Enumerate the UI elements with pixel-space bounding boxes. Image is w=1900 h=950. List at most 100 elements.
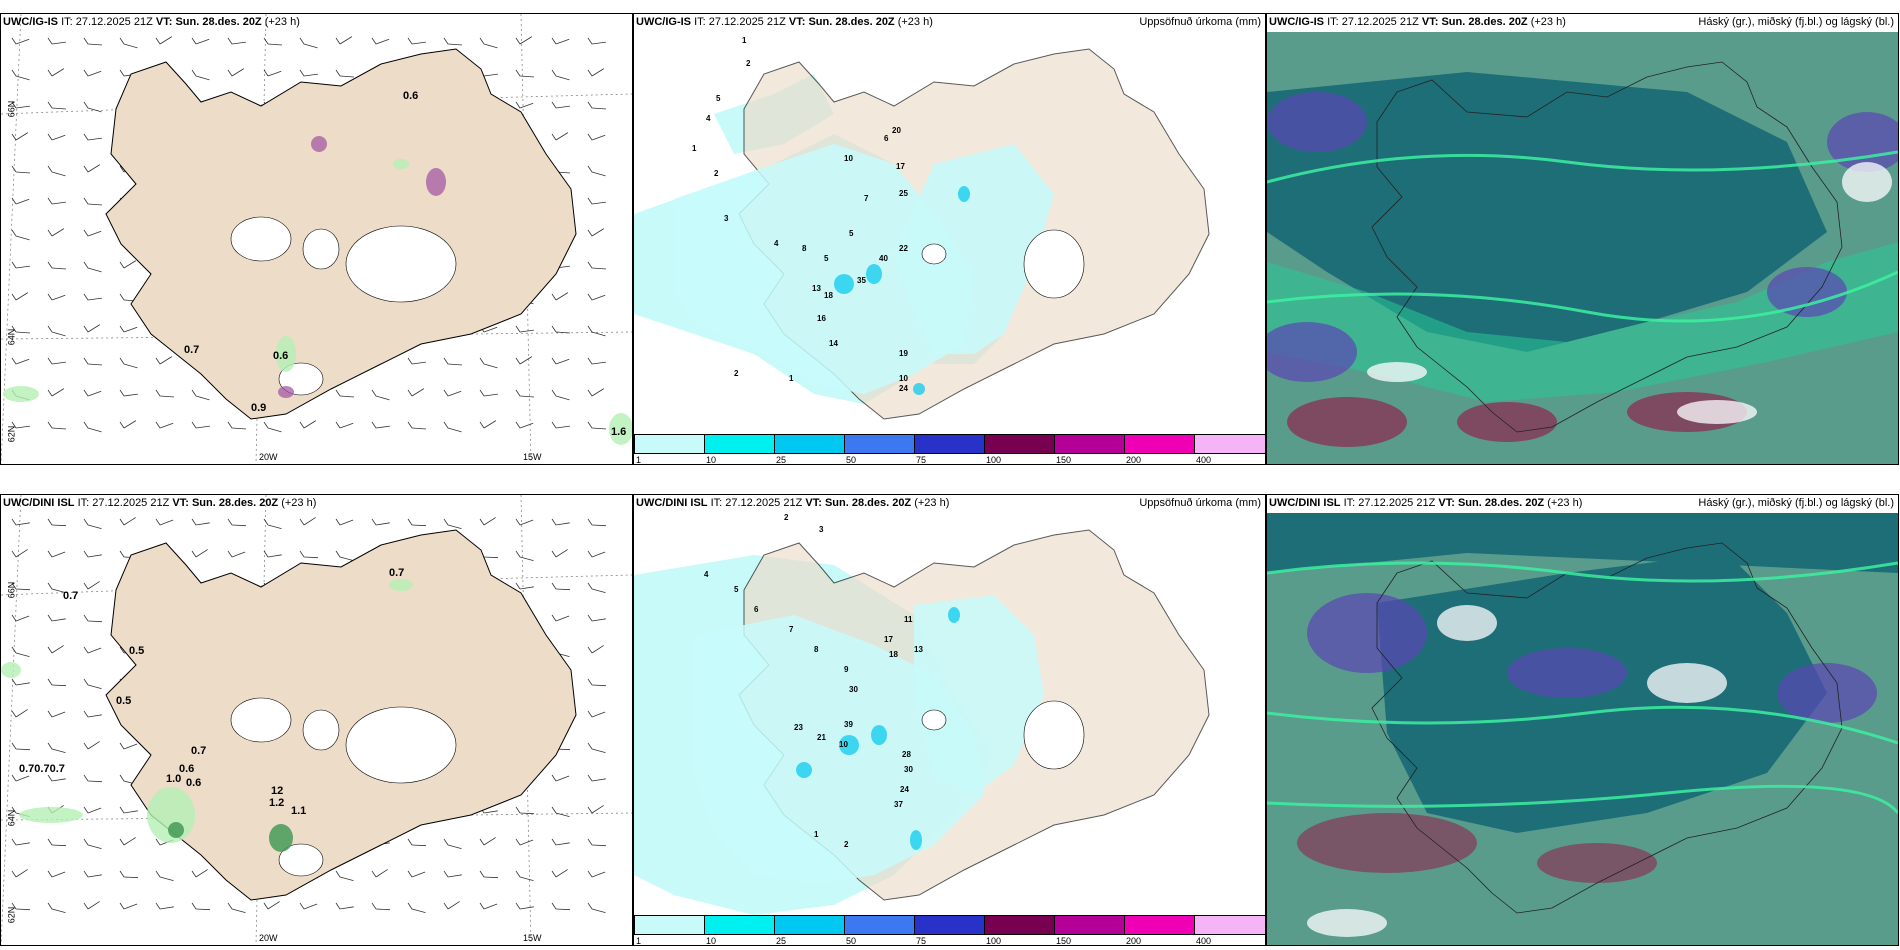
wind-barb-flag — [191, 421, 197, 429]
wind-barb-flag — [479, 902, 485, 910]
wind-barb-flag — [587, 614, 593, 622]
wind-barb — [519, 519, 534, 526]
wind-barb-flag — [551, 389, 557, 397]
wind-barb — [519, 812, 535, 815]
wind-barb — [519, 36, 533, 45]
wind-barb-flag — [83, 614, 89, 622]
wind-barb — [375, 425, 390, 429]
map-value-label: 18 — [824, 291, 833, 300]
wind-barb-flag — [263, 902, 269, 910]
wind-barb — [87, 684, 102, 689]
map-value-label: 24 — [899, 384, 908, 393]
lat-label: 64N — [6, 328, 17, 346]
wind-barb-flag — [11, 165, 17, 173]
wind-barb — [195, 395, 210, 401]
wind-barb — [51, 107, 67, 110]
wind-barb — [51, 748, 66, 753]
wind-barb — [231, 427, 247, 430]
wind-barb-flag — [11, 710, 17, 718]
wind-barb-flag — [119, 742, 125, 750]
wind-barb-flag — [11, 357, 17, 365]
wind-barb-flag — [47, 646, 53, 654]
map-value-label: 0.5 — [116, 695, 132, 707]
wind-barb-flag — [11, 870, 17, 878]
wind-barb — [555, 842, 570, 846]
map-value-label: 8 — [814, 645, 819, 654]
wind-barb-flag — [587, 261, 593, 269]
wind-barb — [591, 748, 606, 753]
wind-barb-flag — [119, 518, 125, 526]
wind-barb — [267, 554, 282, 558]
legend-tick-label: 150 — [1056, 936, 1072, 946]
wind-barb — [51, 871, 66, 878]
map-value-label: 0.9 — [251, 402, 267, 414]
wind-barb — [159, 906, 174, 910]
map-value-label: 10 — [839, 740, 848, 749]
map-value-label: 0.6 — [403, 90, 419, 102]
wind-barb — [123, 876, 139, 879]
lat-label: 62N — [6, 906, 17, 924]
precip-legend: 1 10 25 50 75 100 150 200 400 — [634, 915, 1265, 945]
wind-barb-flag — [587, 742, 593, 750]
wind-barb-flag — [587, 646, 593, 654]
wind-barb-flag — [551, 870, 557, 878]
map-value-label: 0.7 — [184, 344, 200, 356]
map-value-label: 4 — [774, 239, 779, 248]
wind-barb-flag — [587, 421, 593, 429]
wind-barb — [555, 425, 570, 429]
wind-barb-flag — [47, 902, 53, 910]
wind-barb-flag — [587, 37, 593, 45]
wind-barb — [555, 869, 568, 878]
map-value-label: 13 — [812, 284, 821, 293]
wind-barb-flag — [515, 870, 521, 878]
wind-barb-flag — [407, 838, 413, 846]
wind-barb-flag — [11, 806, 17, 814]
wind-barb — [555, 615, 570, 622]
precip-legend: 1 10 25 50 75 100 150 200 400 — [634, 434, 1265, 464]
wind-barb-flag — [47, 870, 53, 878]
wind-barb-flag — [227, 518, 233, 526]
legend-tick-label: 100 — [986, 936, 1002, 946]
wind-barb — [339, 906, 354, 910]
wind-barb-flag — [83, 293, 89, 301]
wind-barb-flag — [83, 165, 89, 173]
wind-barb — [123, 837, 136, 846]
wind-barb-flag — [263, 37, 269, 45]
wind-barb — [159, 422, 174, 429]
wind-barb-flag — [371, 421, 377, 429]
legend-tick-label: 10 — [706, 936, 717, 946]
wind-barb — [339, 556, 354, 561]
wind-barb — [591, 645, 604, 654]
wind-barb-flag — [119, 550, 125, 558]
wind-barb-flag — [263, 518, 269, 526]
wind-barb — [483, 43, 498, 49]
wind-barb — [123, 810, 138, 814]
cloud-title: Háský (gr.), miðský (fj.bl.) og lágský (… — [1698, 16, 1894, 28]
wind-barb-flag — [11, 774, 17, 782]
wind-barb — [591, 618, 606, 622]
map-value-label: 1 — [742, 36, 747, 45]
wind-barb-flag — [83, 678, 89, 686]
wind-barb — [591, 41, 606, 45]
legend-swatch: 10 — [705, 916, 775, 945]
wind-barb-flag — [443, 389, 449, 397]
wind-barb — [87, 70, 102, 77]
wind-barb — [411, 361, 426, 365]
wind-barb — [447, 363, 463, 366]
map-value-label: 1 — [789, 374, 794, 383]
wind-barb — [483, 556, 499, 559]
wind-barb — [15, 869, 28, 878]
wind-barb-flag — [371, 902, 377, 910]
wind-barb-flag — [443, 838, 449, 846]
wind-barb-flag — [515, 518, 521, 526]
wind-barb — [51, 551, 66, 558]
wind-barb — [483, 326, 498, 333]
legend-tick-label: 100 — [986, 455, 1002, 465]
wind-barb — [51, 645, 64, 654]
wind-barb — [555, 331, 571, 334]
wind-barb — [447, 844, 462, 849]
map-value-label: 5 — [849, 229, 854, 238]
wind-barb-flag — [83, 357, 89, 365]
wind-barb — [15, 265, 30, 269]
wind-barb-flag — [515, 421, 521, 429]
